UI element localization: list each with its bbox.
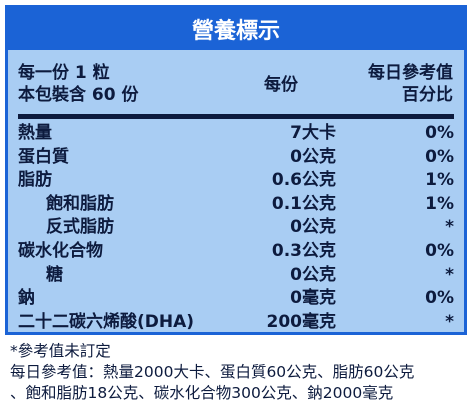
nutrient-row: 蛋白質 0公克 0% [18,146,454,169]
nutrient-name: 飽和脂肪 [46,193,114,214]
nutrient-daily-value: 1% [425,170,454,191]
serving-info: 每一份 1 粒 本包裝含 60 份 [18,62,139,106]
footnote-undefined: *參考值未訂定 [10,342,111,360]
nutrient-amount: 0公克 [290,146,336,167]
nutrient-amount: 7大卡 [290,123,336,143]
nutrient-name: 蛋白質 [18,146,69,167]
nutrient-amount: 0公克 [290,264,336,285]
nutrient-name: 熱量 [18,123,52,143]
nutrient-name: 碳水化合物 [18,241,103,261]
nutrient-row: 二十二碳六烯酸(DHA) 200毫克 * [18,311,454,334]
nutrient-row: 鈉 0毫克 0% [18,287,454,310]
footnote-reference-line2: 、飽和脂肪18公克、碳水化合物300公克、鈉2000毫克 [10,384,394,402]
nutrient-daily-value: 1% [425,193,454,214]
nutrient-name: 二十二碳六烯酸(DHA) [18,311,195,332]
nutrient-daily-value: 0% [425,146,454,167]
nutrient-name: 反式脂肪 [46,217,114,238]
divider-top [18,114,454,119]
nutrient-amount: 0.6公克 [271,170,336,191]
nutrient-amount: 200毫克 [266,311,337,332]
nutrient-row: 糖 0公克 * [18,264,454,287]
nutrient-daily-value: * [445,311,454,332]
nutrient-row: 脂肪 0.6公克 1% [18,169,454,192]
nutrient-row: 飽和脂肪 0.1公克 1% [18,193,454,216]
nutrient-name: 脂肪 [18,170,52,191]
nutrient-daily-value: * [445,264,454,285]
footnote-reference-line1: 每日參考值：熱量2000大卡、蛋白質60公克、脂肪60公克 [10,363,415,381]
nutrient-daily-value: 0% [425,123,454,143]
nutrient-amount: 0.1公克 [271,193,336,214]
nutrient-amount: 0毫克 [290,288,336,309]
panel-title: 營養標示 [191,19,280,44]
daily-value-header-line2: 百分比 [402,85,453,105]
nutrient-daily-value: 0% [425,241,454,261]
nutrient-name: 鈉 [18,288,35,309]
nutrient-daily-value: * [445,217,454,238]
nutrient-name: 糖 [46,264,63,285]
title-bar: 營養標示 [8,8,464,50]
per-serving-header: 每份 [264,75,298,95]
nutrient-row: 熱量 7大卡 0% [18,122,454,145]
nutrient-amount: 0.3公克 [271,241,336,261]
daily-value-header: 每日參考值 百分比 [368,62,453,106]
nutrient-daily-value: 0% [425,288,454,309]
serving-size: 每一份 1 粒 [18,63,110,83]
daily-value-header-line1: 每日參考值 [368,63,453,83]
nutrient-row: 反式脂肪 0公克 * [18,216,454,239]
nutrition-facts-panel: 營養標示 每一份 1 粒 本包裝含 60 份 每份 每日參考值 百分比 熱量 7大… [5,5,467,335]
nutrient-amount: 0公克 [290,217,336,238]
servings-per-package: 本包裝含 60 份 [18,85,139,105]
nutrient-row: 碳水化合物 0.3公克 0% [18,240,454,263]
